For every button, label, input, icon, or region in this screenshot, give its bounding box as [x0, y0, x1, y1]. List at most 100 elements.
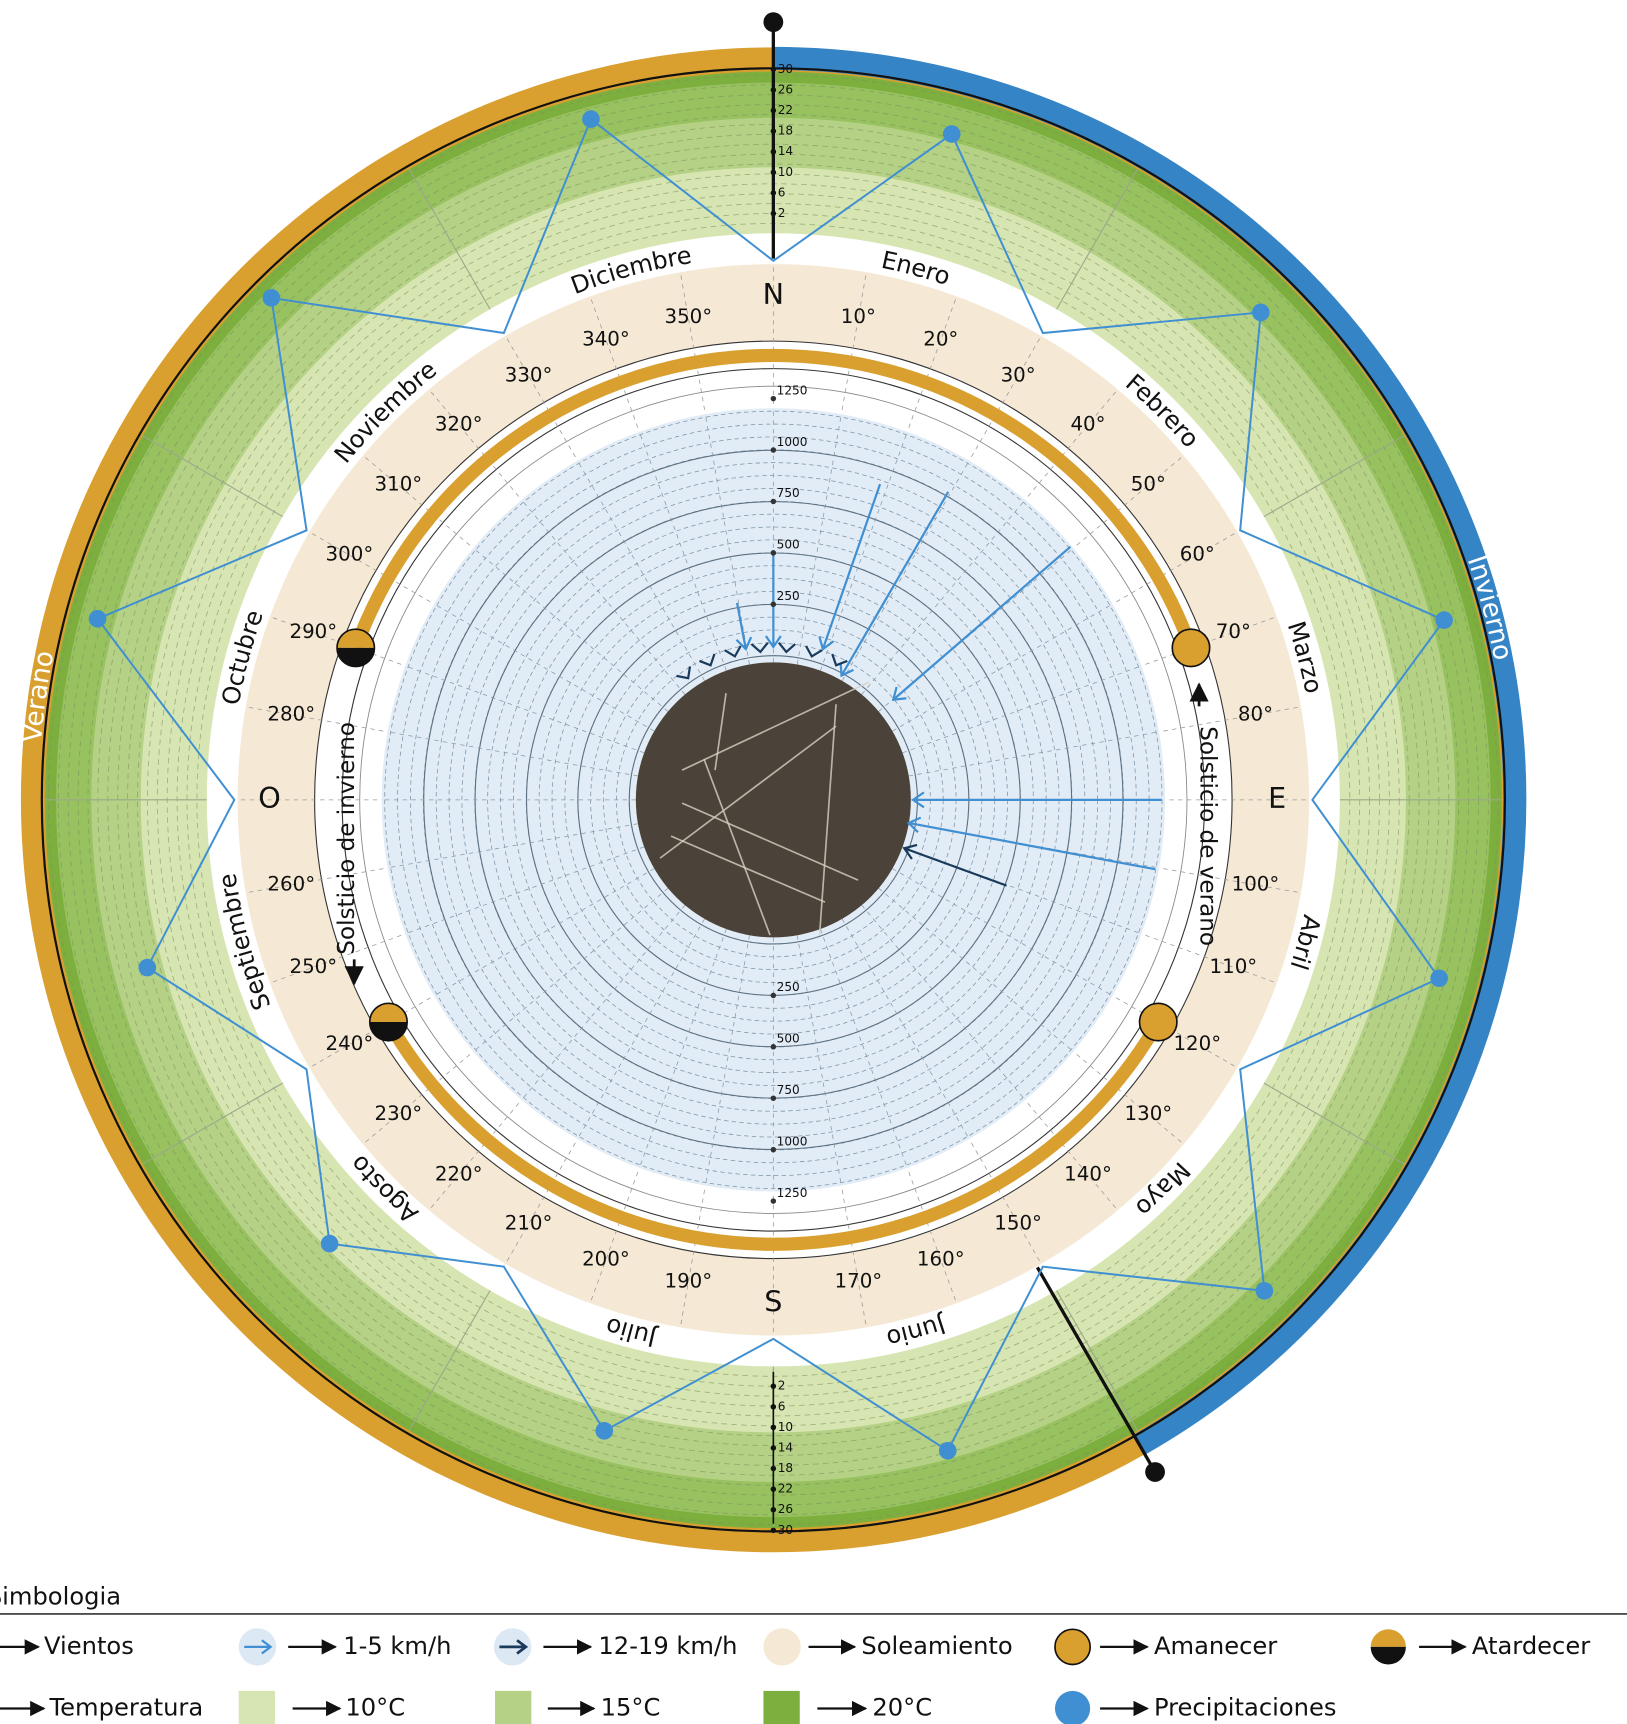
precip-tick: [770, 1383, 777, 1389]
wind-arrow: [840, 491, 950, 677]
wind-chevron: [831, 653, 848, 667]
wind-head: [902, 843, 918, 860]
precip-tick: [770, 1465, 777, 1472]
degree-label: 250°: [289, 955, 337, 978]
degree-label: 350°: [664, 305, 712, 328]
legend-swatch: [499, 1639, 529, 1655]
radiation-tick: [770, 447, 777, 453]
pin-dot: [763, 12, 784, 32]
sunset-icon: [369, 1003, 408, 1023]
precip-tick-label: 22: [778, 103, 793, 117]
degree-label: 260°: [267, 872, 315, 895]
legend-label: 20°C: [872, 1694, 932, 1722]
radiation-tick-label: 1250: [777, 1186, 808, 1200]
precip-tick-label: 26: [778, 82, 793, 96]
legend-swatch: [244, 1639, 273, 1655]
radial-line: [820, 928, 908, 1168]
precip-tick: [770, 128, 777, 134]
legend-swatch: [1370, 1646, 1406, 1665]
site-feature: [818, 704, 837, 936]
radial-line: [473, 887, 669, 1052]
precip-tick: [770, 66, 777, 73]
legend-swatch: [495, 1690, 532, 1724]
radial-line: [908, 731, 1160, 777]
legend-label: Temperatura: [49, 1694, 204, 1722]
precip-tick-label: 14: [778, 144, 794, 158]
site-feature: [681, 681, 870, 771]
precipitation-dot: [138, 958, 157, 977]
degree-label: 330°: [505, 363, 553, 386]
radial-line: [405, 846, 645, 935]
wind-head: [764, 635, 782, 649]
radiation-tick-label: 500: [777, 538, 800, 552]
precip-tick-label: 2: [778, 1379, 786, 1393]
radial-line: [861, 499, 1026, 695]
month-divider: [1056, 168, 1138, 310]
degree-label: 150°: [994, 1211, 1042, 1234]
radiation-tick-label: 500: [777, 1032, 800, 1046]
degree-label: 170°: [835, 1269, 883, 1292]
wind-chevron: [777, 641, 796, 654]
legend-label: Precipitaciones: [1154, 1694, 1336, 1722]
month-divider: [408, 168, 491, 310]
site-feature: [714, 693, 727, 771]
radial-line: [878, 547, 1074, 712]
sunrise-icon: [1171, 628, 1211, 668]
precip-tick-label: 6: [778, 1399, 786, 1413]
precip-tick: [770, 107, 777, 114]
degree-label: 280°: [267, 702, 315, 725]
radial-line: [521, 904, 686, 1101]
legend-label: 10°C: [345, 1694, 405, 1722]
wind-chevron: [676, 666, 692, 680]
precip-tick: [770, 1404, 777, 1410]
legend-swatch: [763, 1628, 801, 1666]
wind-head: [911, 791, 925, 809]
sunset-icon: [369, 1022, 408, 1041]
radiation-tick-label: 1000: [777, 435, 808, 449]
precipitation-dot: [1255, 1282, 1274, 1300]
legend-label: 15°C: [601, 1694, 661, 1722]
radiation-tick-label: 250: [777, 980, 800, 994]
radiation-tick: [770, 395, 777, 402]
radial-line: [796, 935, 842, 1186]
radiation-tick: [770, 601, 777, 608]
radial-line: [387, 731, 638, 777]
site-feature: [703, 758, 771, 936]
precipitation-dot: [595, 1422, 614, 1440]
wind-head: [839, 662, 854, 678]
precip-tick-label: 18: [778, 124, 793, 138]
degree-label: 230°: [375, 1102, 423, 1125]
radiation-tick-label: 250: [777, 589, 800, 603]
radial-line: [902, 846, 1142, 935]
radial-line: [892, 868, 1113, 996]
precipitation-dot: [1435, 611, 1453, 629]
degree-label: 100°: [1232, 872, 1280, 895]
radial-line: [796, 414, 842, 665]
radiation-tick: [770, 550, 777, 556]
precip-tick: [770, 1445, 777, 1451]
radial-line: [433, 868, 655, 996]
sunset-icon: [337, 629, 375, 648]
compass-label: O: [258, 781, 281, 815]
precip-tick-label: 10: [778, 1420, 793, 1434]
precip-tick-label: 2: [778, 206, 786, 220]
precipitation-dot: [320, 1234, 339, 1253]
radiation-tick: [770, 1146, 777, 1153]
wind-chevron: [699, 653, 716, 667]
month-divider: [1263, 435, 1405, 518]
radial-line: [841, 918, 970, 1140]
wind-arrow: [735, 602, 747, 650]
legend-label: Vientos: [44, 1632, 134, 1660]
sun-arc: [349, 348, 1198, 651]
precipitation-dot: [942, 125, 961, 143]
legend-swatch: [763, 1690, 800, 1724]
precipitation-dot: [88, 609, 107, 628]
legend-title: Simbologia: [0, 1582, 121, 1610]
legend-swatch: [1054, 1690, 1091, 1724]
precip-tick-label: 10: [778, 165, 793, 179]
degree-label: 300°: [326, 543, 374, 566]
wind-chevron: [805, 645, 823, 658]
month-divider: [142, 435, 283, 518]
sun-arc: [382, 1018, 1164, 1251]
winter-arc: [773, 46, 1527, 1455]
